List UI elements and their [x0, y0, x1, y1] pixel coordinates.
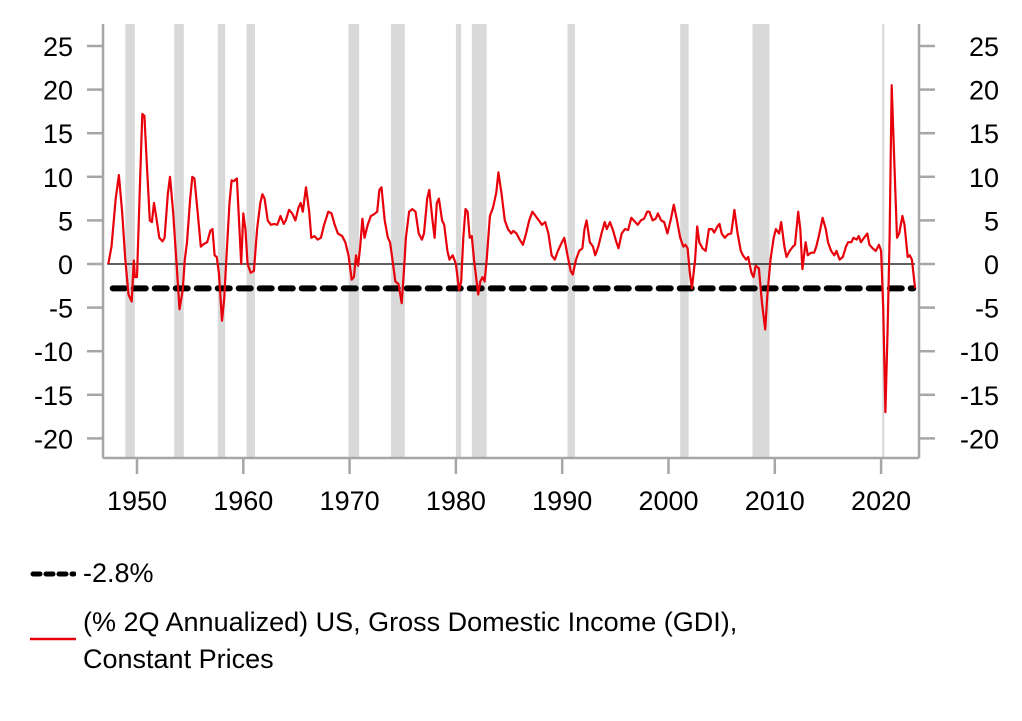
- recession-band: [882, 24, 885, 458]
- y-tick-label-left: 15: [43, 119, 73, 149]
- recession-band: [391, 24, 405, 458]
- y-axis-right: 25 20 15 10 5 0 -5 -10 -15 -20: [919, 32, 999, 454]
- y-axis-left: 25 20 15 10 5 0 -5 -10 -15 -20: [34, 32, 103, 454]
- recession-band: [680, 24, 689, 458]
- axes: [101, 24, 921, 460]
- x-tick-label: 1980: [426, 486, 486, 516]
- recession-band: [455, 24, 462, 458]
- y-tick-label-left: 20: [43, 76, 73, 106]
- y-tick-label-right: 15: [969, 119, 999, 149]
- recession-band: [174, 24, 184, 458]
- y-tick-label-right: 0: [984, 250, 999, 280]
- x-tick-label: 2020: [851, 486, 911, 516]
- x-tick-label: 1990: [532, 486, 592, 516]
- y-tick-label-right: -5: [975, 294, 999, 324]
- legend-label-gdi-line2: Constant Prices: [83, 644, 274, 674]
- recession-band: [471, 24, 487, 458]
- recession-band: [217, 24, 226, 458]
- chart-svg: 25 20 15 10 5 0 -5 -10 -15 -20 25 20 15 10 5 0 -5 -10 -15…: [34, 24, 999, 516]
- recession-band: [752, 24, 770, 458]
- y-tick-label-left: 5: [58, 206, 73, 236]
- y-tick-label-right: 10: [969, 163, 999, 193]
- y-tick-label-left: 0: [58, 250, 73, 280]
- recession-band: [567, 24, 575, 458]
- recession-bands: [125, 24, 885, 458]
- legend-line-swatch: [30, 637, 76, 641]
- gdi-series-line: [107, 84, 917, 414]
- legend-label-reference: -2.8%: [83, 558, 154, 588]
- y-tick-label-left: 10: [43, 163, 73, 193]
- recession-band: [348, 24, 360, 458]
- recession-band: [125, 24, 135, 458]
- y-tick-label-left: -15: [34, 381, 73, 411]
- y-tick-label-left: -5: [49, 294, 73, 324]
- y-tick-label-right: 25: [969, 32, 999, 62]
- y-tick-label-left: -20: [34, 424, 73, 454]
- y-tick-label-left: 25: [43, 32, 73, 62]
- x-axis: 1950 1960 1970 1980 1990 2000 2010 2020: [107, 458, 911, 516]
- y-tick-label-right: -20: [960, 424, 999, 454]
- x-tick-label: 1970: [320, 486, 380, 516]
- x-tick-label: 1950: [107, 486, 167, 516]
- recession-band: [246, 24, 255, 458]
- y-tick-label-right: -10: [960, 337, 999, 367]
- x-tick-label: 2010: [745, 486, 805, 516]
- x-tick-label: 1960: [213, 486, 273, 516]
- y-tick-label-left: -10: [34, 337, 73, 367]
- y-tick-label-right: -15: [960, 381, 999, 411]
- legend-label-gdi-line1: (% 2Q Annualized) US, Gross Domestic Inc…: [83, 607, 738, 637]
- x-tick-label: 2000: [638, 486, 698, 516]
- y-tick-label-right: 5: [984, 206, 999, 236]
- y-tick-label-right: 20: [969, 76, 999, 106]
- legend-dash-swatch: [30, 571, 76, 577]
